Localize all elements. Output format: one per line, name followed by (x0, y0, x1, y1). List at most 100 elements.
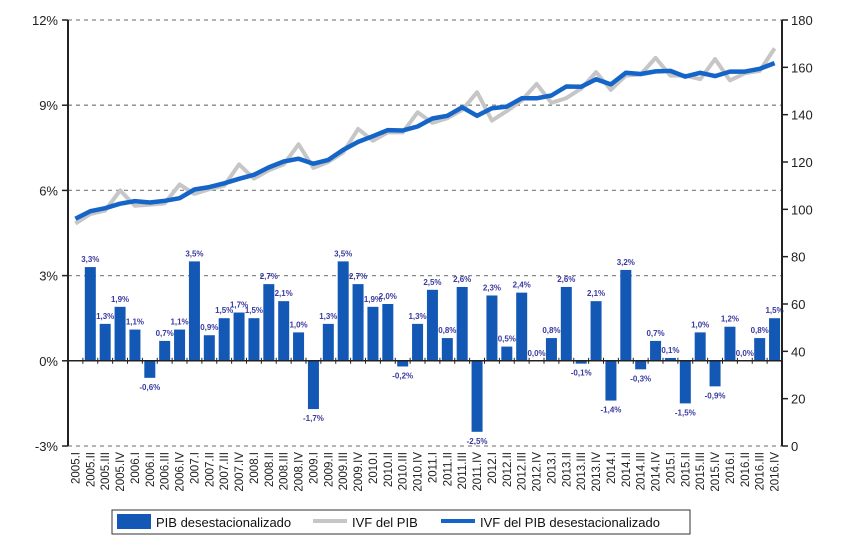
bar (367, 306, 379, 361)
x-tick-label: 2011.III (457, 452, 469, 490)
bar (516, 292, 528, 361)
x-tick-label: 2008.II (264, 452, 276, 487)
x-tick-label: 2011.II (442, 452, 454, 486)
bar (84, 267, 96, 361)
bar-data-label: 1,7% (230, 301, 248, 310)
bar-data-labels: 3,3% 1,3% 1,9% 1,1% -0,6% 0,7% 1,1% 3,5% 0,9% 1,5… (81, 249, 783, 445)
x-tick-label: 2010.IV (413, 452, 425, 492)
bar-data-label: 0,0% (527, 349, 545, 358)
left-tick-label: 6% (39, 183, 58, 198)
bar-data-label: 2,1% (275, 289, 293, 298)
legend-bar-swatch (117, 514, 151, 529)
left-tick-label: 12% (32, 13, 58, 28)
bar (129, 329, 141, 361)
x-tick-label: 2007.I (189, 452, 201, 484)
bar-data-label: -0,3% (630, 374, 651, 383)
x-tick-label: 2006.IV (175, 452, 187, 492)
bar-data-label: 1,2% (721, 315, 739, 324)
bar-data-label: 3,5% (185, 249, 203, 258)
bar (754, 338, 766, 361)
x-tick-label: 2009.II (323, 452, 335, 487)
bar (590, 301, 602, 361)
bar-data-label: -0,2% (392, 371, 413, 380)
x-tick-label: 2014.III (636, 452, 648, 490)
x-tick-label: 2016.III (755, 452, 767, 490)
bar (337, 261, 349, 361)
x-tick-label: 2015.I (665, 452, 677, 484)
left-tick-label: 3% (39, 269, 58, 284)
right-tick-label: 60 (791, 297, 805, 312)
bar (635, 360, 647, 370)
bar (114, 306, 126, 361)
bar-data-label: 2,4% (513, 281, 531, 290)
x-tick-label: 2005.II (85, 452, 97, 487)
bar-data-label: 3,2% (617, 258, 635, 267)
bar-data-label: 2,3% (483, 283, 501, 292)
x-tick-label: 2012.II (502, 452, 514, 487)
x-tick-label: 2010.II (383, 452, 395, 487)
x-tick-label: 2011.I (427, 452, 439, 483)
bar-data-label: 1,9% (111, 295, 129, 304)
gridlines (68, 19, 782, 447)
left-tick-label: 0% (39, 354, 58, 369)
x-tick-label: 2013.III (576, 452, 588, 490)
bar (545, 338, 557, 361)
x-tick-label: 2016.IV (770, 452, 782, 492)
x-tick-label: 2005.III (100, 452, 112, 490)
bar (218, 318, 230, 361)
bar-data-label: 0,9% (200, 323, 218, 332)
bar (397, 360, 409, 367)
bar-data-label: 2,6% (453, 275, 471, 284)
legend-label-ivf: IVF del PIB (352, 515, 418, 530)
bar (471, 360, 483, 432)
bar-data-label: 0,5% (498, 335, 516, 344)
bar (650, 340, 662, 361)
x-tick-label: 2008.IV (294, 452, 306, 492)
x-tick-label: 2016.II (740, 452, 752, 487)
bar (352, 284, 364, 361)
right-tick-label: 160 (791, 60, 813, 75)
bar-data-label: 0,8% (542, 326, 560, 335)
x-tick-label: 2015.III (695, 452, 707, 490)
x-tick-label: 2007.III (219, 452, 231, 490)
bar (144, 360, 156, 378)
x-tick-label: 2008.I (249, 452, 261, 484)
bar (233, 312, 245, 361)
bar (382, 304, 394, 361)
bar-data-label: 2,7% (260, 272, 278, 281)
bar (293, 332, 305, 361)
bar (248, 318, 260, 361)
bar-data-label: 0,7% (156, 329, 174, 338)
bar-data-label: 3,3% (81, 255, 99, 264)
x-tick-label: 2006.II (145, 452, 157, 487)
bar-data-label: 1,0% (691, 320, 709, 329)
bar (560, 286, 572, 361)
bar (664, 357, 676, 361)
x-tick-label: 2014.IV (651, 452, 663, 492)
x-tick-label: 2010.III (398, 452, 410, 490)
bar-data-label: 0,0% (736, 349, 754, 358)
bar (188, 261, 200, 361)
bar (501, 346, 513, 361)
x-tick-label: 2007.II (204, 452, 216, 487)
x-tick-label: 2008.III (279, 452, 291, 490)
bar (174, 329, 186, 361)
x-tick-label: 2012.I (487, 452, 499, 484)
bar (263, 284, 275, 361)
left-tick-label: 9% (39, 98, 58, 113)
bar-data-label: -1,5% (675, 408, 696, 417)
bar (203, 335, 215, 361)
bar (724, 326, 736, 361)
bar-data-label: 1,5% (215, 306, 233, 315)
bar (441, 338, 453, 361)
right-tick-label: 140 (791, 108, 813, 123)
bar-data-label: 0,1% (661, 346, 679, 355)
bar (769, 318, 781, 361)
bar (307, 360, 319, 410)
x-tick-label: 2014.II (621, 452, 633, 487)
bar-data-label: 3,5% (334, 249, 352, 258)
x-tick-label: 2009.III (338, 452, 350, 490)
x-tick-label: 2010.I (368, 452, 380, 484)
bar-data-label: 1,3% (96, 312, 114, 321)
